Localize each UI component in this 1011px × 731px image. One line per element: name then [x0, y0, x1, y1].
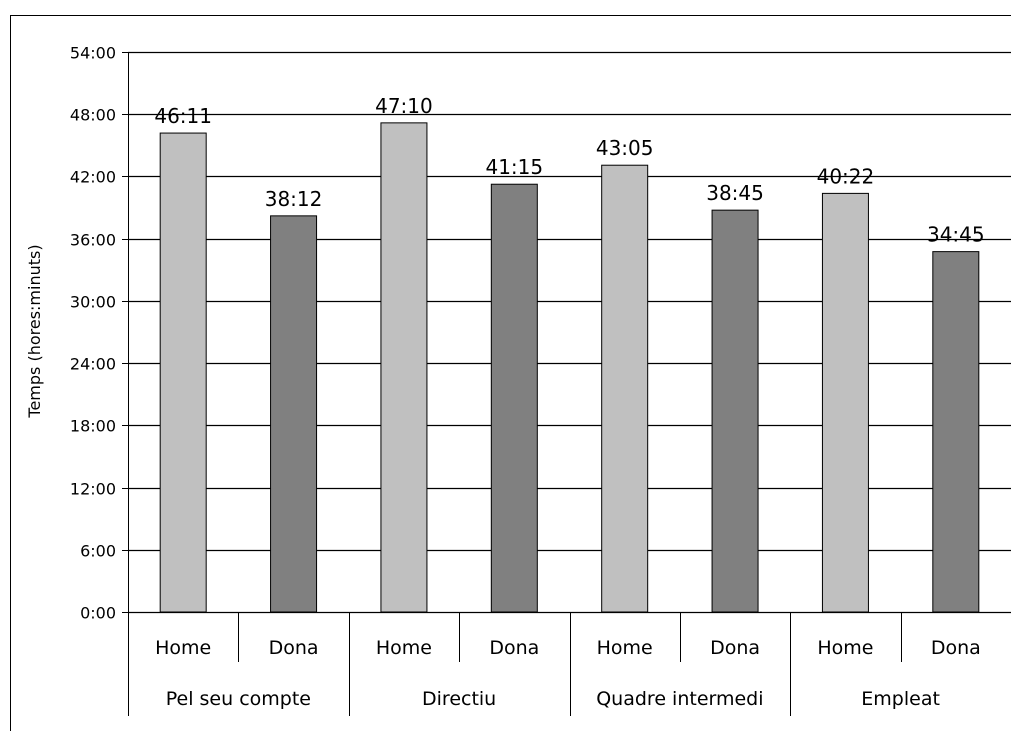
- data-label: 40:22: [817, 164, 875, 188]
- group-label: Quadre intermedi: [596, 688, 763, 710]
- axes: 0:00 6:00 12:00 18:00 24:00 30:00 36:00 42:00 48…: [70, 44, 129, 716]
- category-label-dona: Dona: [931, 637, 981, 659]
- data-labels: 46:11 38:12 47:10 41:15 43:05 38:45 40:22 34:45: [154, 94, 984, 247]
- category-label-home: Home: [597, 637, 653, 659]
- category-label-dona: Dona: [269, 637, 319, 659]
- y-tick-label: 24:00: [70, 355, 116, 374]
- data-label: 47:10: [375, 94, 433, 118]
- gridlines: [128, 51, 1011, 614]
- data-label: 38:12: [265, 187, 323, 211]
- bar-dona: [490, 183, 538, 613]
- data-label: 34:45: [927, 223, 985, 247]
- bar-dona: [932, 251, 980, 613]
- data-label: 41:15: [485, 155, 543, 179]
- y-tick-label: 48:00: [70, 106, 116, 125]
- group-label: Pel seu compte: [166, 688, 311, 710]
- chart-frame: [10, 15, 1011, 731]
- y-tick-label: 6:00: [80, 542, 116, 561]
- bar-dona: [711, 209, 759, 613]
- y-tick-label: 18:00: [70, 417, 116, 436]
- bars: [159, 122, 980, 613]
- category-axis: Home Dona Home Dona Home Dona Home Dona Pel seu …: [128, 612, 981, 716]
- y-axis-title: Temps (hores:minuts): [25, 244, 44, 418]
- y-tick-label: 12:00: [70, 480, 116, 499]
- bar-home: [380, 122, 428, 613]
- bar-home: [601, 164, 649, 613]
- group-label: Empleat: [861, 688, 940, 710]
- category-label-home: Home: [376, 637, 432, 659]
- category-label-dona: Dona: [489, 637, 539, 659]
- bar-dona: [270, 215, 318, 613]
- data-label: 38:45: [706, 181, 764, 205]
- category-label-dona: Dona: [710, 637, 760, 659]
- bar-home: [159, 132, 207, 613]
- y-tick-label: 30:00: [70, 293, 116, 312]
- category-label-home: Home: [155, 637, 211, 659]
- bar-home: [821, 192, 869, 613]
- data-label: 46:11: [154, 104, 212, 128]
- y-tick-label: 42:00: [70, 168, 116, 187]
- y-tick-label: 0:00: [80, 604, 116, 623]
- category-label-home: Home: [817, 637, 873, 659]
- y-tick-label: 36:00: [70, 231, 116, 250]
- group-label: Directiu: [422, 688, 496, 710]
- data-label: 43:05: [596, 136, 654, 160]
- y-tick-label: 54:00: [70, 44, 116, 63]
